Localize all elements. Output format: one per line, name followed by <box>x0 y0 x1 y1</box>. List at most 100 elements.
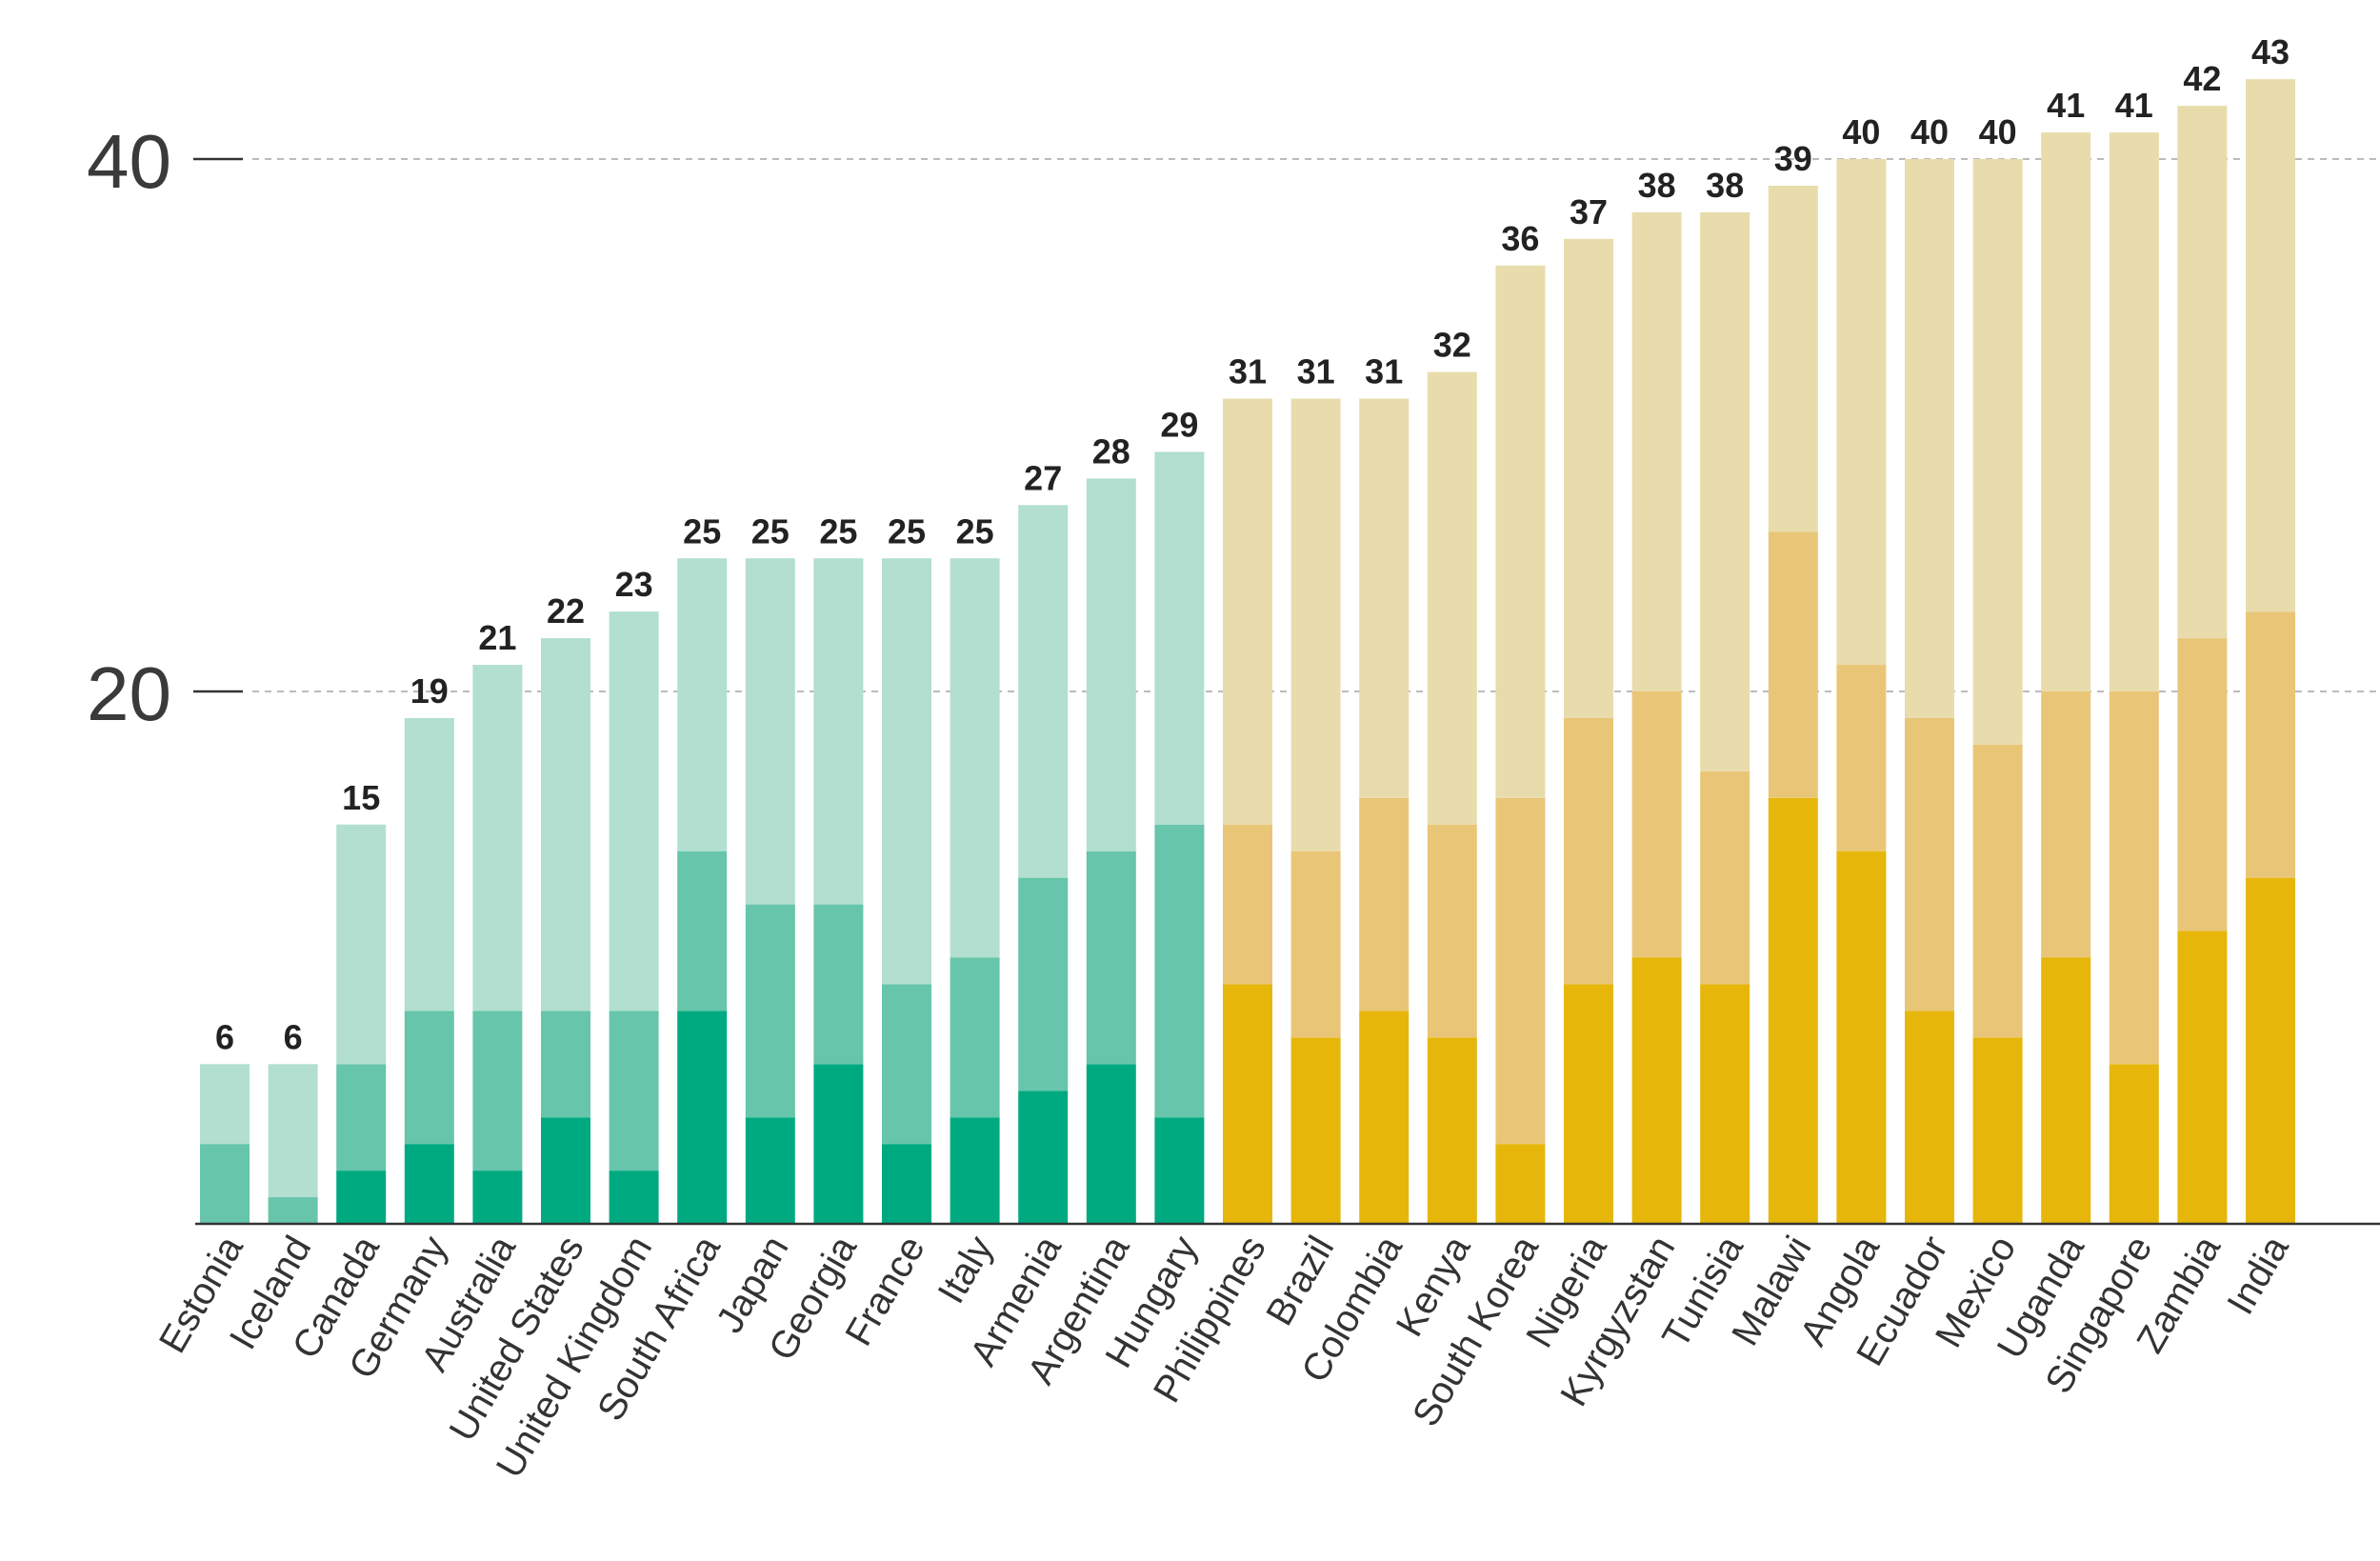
bar-segment-2 <box>268 1197 318 1224</box>
bar-segment-3 <box>1905 159 1954 718</box>
bar-segment-2 <box>1631 691 1682 958</box>
bar-segment-2 <box>1700 770 1750 985</box>
bar-segment-3 <box>1564 238 1613 718</box>
bar-segment-1 <box>1564 984 1613 1224</box>
value-label: 23 <box>615 565 653 604</box>
bar-segment-2 <box>1768 531 1818 798</box>
value-label: 40 <box>1979 112 2017 151</box>
bar-segment-2 <box>1154 824 1205 1118</box>
bar-segment-3 <box>745 558 795 905</box>
bar-segment-2 <box>1223 824 1272 985</box>
bar-segment-2 <box>1359 797 1410 1011</box>
bar-segment-2 <box>472 1011 523 1171</box>
bar-segment-2 <box>745 904 795 1118</box>
bar-segment-3 <box>2041 132 2091 692</box>
bar-segment-3 <box>1768 185 1818 532</box>
bar-segment-1 <box>813 1064 864 1224</box>
bar-segment-1 <box>677 1011 728 1224</box>
bar-segment-1 <box>1905 1011 1954 1224</box>
bar-segment-1 <box>1290 1037 1341 1224</box>
bar-segment-1 <box>1768 797 1818 1224</box>
bar-segment-2 <box>1018 877 1069 1091</box>
bar-segment-3 <box>336 824 387 1065</box>
value-label: 6 <box>284 1017 303 1056</box>
bar-segment-2 <box>2109 691 2159 1065</box>
bar-segment-3 <box>1086 478 1136 851</box>
value-label: 38 <box>1706 166 1744 205</box>
value-label: 31 <box>1365 352 1403 391</box>
bar-segment-2 <box>1564 717 1613 985</box>
bar-segment-2 <box>950 957 1000 1118</box>
bar-segment-1 <box>2109 1064 2159 1224</box>
bar-segment-3 <box>1223 398 1272 825</box>
bar-segment-3 <box>2109 132 2159 692</box>
bar-segment-1 <box>472 1171 523 1224</box>
value-label: 36 <box>1501 219 1539 258</box>
bar-segment-1 <box>404 1144 454 1224</box>
value-label: 25 <box>683 511 721 550</box>
bar-segment-1 <box>2177 931 2228 1224</box>
value-label: 27 <box>1024 458 1062 497</box>
bar-segment-3 <box>1154 451 1205 825</box>
bar-segment-3 <box>268 1064 318 1198</box>
value-label: 22 <box>547 591 585 630</box>
bar-segment-1 <box>882 1144 931 1224</box>
bar-segment-2 <box>404 1011 454 1145</box>
value-label: 31 <box>1297 352 1335 391</box>
bar-segment-1 <box>1495 1144 1546 1224</box>
bar-segment-3 <box>609 611 659 1011</box>
bar-segment-3 <box>950 558 1000 958</box>
bar-segment-1 <box>950 1117 1000 1224</box>
bar-segment-3 <box>1018 505 1069 878</box>
bar-segment-3 <box>882 558 931 985</box>
value-label: 25 <box>751 511 790 550</box>
value-label: 31 <box>1229 352 1267 391</box>
value-label: 25 <box>888 511 926 550</box>
bar-segment-2 <box>2246 611 2295 878</box>
bar-segment-3 <box>1359 398 1410 798</box>
value-label: 40 <box>1842 112 1880 151</box>
bar-segment-1 <box>1700 984 1750 1224</box>
bar-segment-3 <box>200 1064 250 1145</box>
bar-segment-2 <box>1086 851 1136 1065</box>
bar-segment-2 <box>1905 717 1954 1011</box>
bar-segment-2 <box>882 984 931 1145</box>
bar-segment-3 <box>1290 398 1341 851</box>
bar-segment-3 <box>541 638 590 1011</box>
bar-segment-2 <box>336 1064 387 1171</box>
x-tick-label: Italy <box>930 1230 1002 1311</box>
bar-segment-1 <box>336 1171 387 1224</box>
bar-segment-2 <box>2177 638 2228 931</box>
value-label: 25 <box>956 511 994 550</box>
value-label: 21 <box>478 618 516 657</box>
bar-segment-2 <box>1836 665 1887 851</box>
value-label: 19 <box>410 671 449 710</box>
bar-segment-1 <box>609 1171 659 1224</box>
bar-segment-3 <box>1495 265 1546 798</box>
bar-segment-3 <box>677 558 728 851</box>
bar-segment-1 <box>1018 1091 1069 1224</box>
bar-segment-2 <box>200 1144 250 1224</box>
bar-segment-3 <box>1836 159 1887 666</box>
bar-segment-2 <box>541 1011 590 1118</box>
bar-segment-2 <box>1427 824 1477 1038</box>
bar-segment-1 <box>745 1117 795 1224</box>
x-tick-label: India <box>2219 1229 2297 1322</box>
gridlines <box>252 158 2380 692</box>
value-label: 40 <box>1910 112 1949 151</box>
value-label: 39 <box>1774 139 1812 178</box>
bar-segment-1 <box>1836 851 1887 1224</box>
value-label: 43 <box>2251 32 2290 71</box>
bar-segment-1 <box>2246 877 2295 1224</box>
bar-segment-1 <box>1359 1011 1410 1224</box>
value-label: 28 <box>1092 431 1130 470</box>
bar-segment-3 <box>1700 211 1750 771</box>
bar-segment-2 <box>813 904 864 1065</box>
bar-segment-3 <box>472 665 523 1011</box>
value-label: 29 <box>1160 405 1198 444</box>
bar-segment-1 <box>2041 957 2091 1224</box>
bar-segment-3 <box>404 717 454 1011</box>
bar-segment-2 <box>609 1011 659 1171</box>
value-label: 6 <box>215 1017 234 1056</box>
